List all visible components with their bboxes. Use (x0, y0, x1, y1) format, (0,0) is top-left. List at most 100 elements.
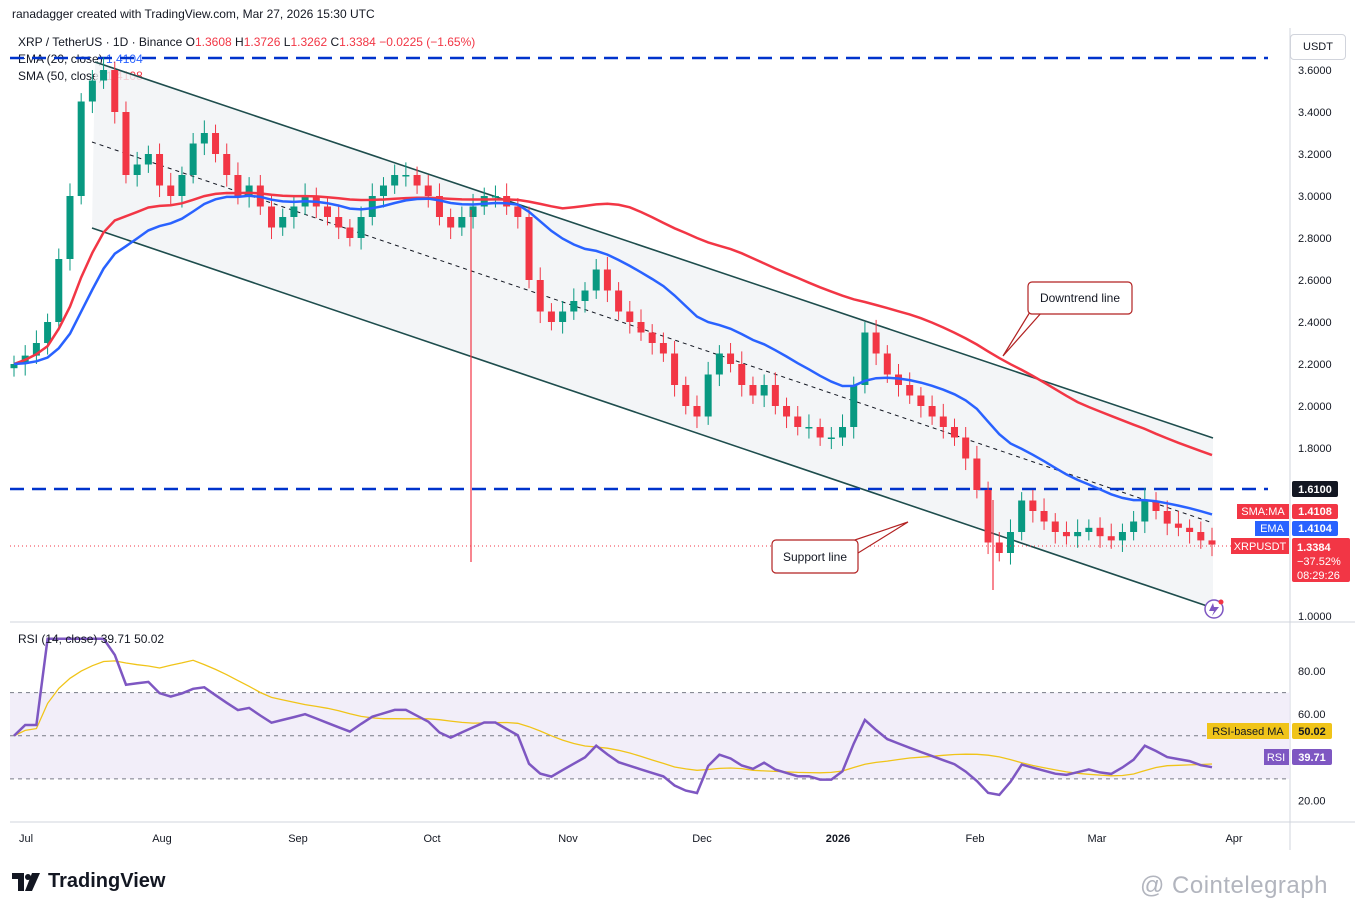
candle (783, 406, 791, 417)
candle (1029, 500, 1037, 511)
close-value: 1.3384 (339, 35, 376, 49)
candle (424, 185, 432, 196)
candle (223, 154, 231, 175)
price-tick-2.8000: 2.8000 (1298, 233, 1332, 245)
price-tick-1.0000: 1.0000 (1298, 611, 1332, 623)
candle (536, 280, 544, 312)
time-label-aug: Aug (152, 833, 172, 845)
symbol-tag-text: XRPUSDT (1234, 541, 1287, 553)
candle (1018, 500, 1026, 532)
time-label-mar: Mar (1088, 833, 1107, 845)
candle (816, 427, 824, 438)
time-label-apr: Apr (1225, 833, 1242, 845)
downtrend-line[interactable] (94, 61, 1214, 439)
candle (648, 332, 656, 343)
rsi-ma-tag-text: RSI-based MA (1212, 726, 1284, 738)
candle (850, 385, 858, 427)
candle (637, 322, 645, 333)
rsi-ma-tag (1207, 723, 1289, 739)
candle (1096, 527, 1104, 537)
price-tick-1.8000: 1.8000 (1298, 443, 1332, 455)
price-tick-2.4000: 2.4000 (1298, 317, 1332, 329)
candle (1006, 532, 1014, 553)
candle (32, 343, 40, 356)
candle (469, 206, 477, 217)
candle (402, 175, 410, 177)
sma-label: SMA (50, close) (18, 69, 103, 83)
candle (839, 427, 847, 438)
candle (984, 490, 992, 543)
downtrend-callout-box[interactable] (1027, 281, 1133, 315)
ema-value-tag (1292, 521, 1338, 536)
price-tick-3.0000: 3.0000 (1298, 191, 1332, 203)
candle (917, 395, 925, 406)
rsi-label: RSI (14, close) (18, 632, 98, 646)
tradingview-logo[interactable]: TradingView (12, 870, 165, 893)
rsi-ma-line[interactable] (13, 659, 1213, 777)
price-tick-3.6000: 3.6000 (1298, 65, 1332, 77)
symbol-tag (1231, 538, 1289, 554)
rsi-tick-60.00: 60.00 (1298, 709, 1326, 721)
candle (615, 290, 623, 312)
candle (368, 196, 376, 217)
candle (100, 70, 108, 81)
last-price-tag (1292, 538, 1350, 582)
support-line[interactable] (91, 227, 1214, 609)
candle (928, 406, 936, 417)
candle (749, 385, 757, 396)
last-price-text: 1.3384 (1297, 542, 1332, 554)
currency-selector[interactable]: USDT (1290, 34, 1346, 60)
chart-attribution: ranadagger created with TradingView.com,… (12, 7, 375, 21)
candle (212, 133, 220, 154)
downtrend-callout-label: Downtrend line (1040, 291, 1120, 305)
candle (962, 437, 970, 459)
candle (1040, 511, 1048, 522)
rsi-ma-value: 50.02 (134, 632, 165, 646)
symbol-name[interactable]: XRP / TetherUS · 1D · Binance (18, 35, 183, 49)
support-callout-label: Support line (783, 550, 847, 564)
candle (144, 154, 152, 165)
candle (1152, 500, 1160, 511)
candle (794, 416, 802, 427)
rsi-line[interactable] (13, 637, 1213, 797)
candle (603, 269, 611, 291)
price-tick-2.0000: 2.0000 (1298, 401, 1332, 413)
candle (413, 175, 421, 186)
candle (458, 217, 466, 228)
candle (447, 217, 455, 228)
candle (1118, 532, 1126, 541)
rsi-tick-80.00: 80.00 (1298, 666, 1326, 678)
candle (592, 269, 600, 291)
candle (323, 206, 331, 217)
candle (234, 175, 242, 196)
candle (671, 353, 679, 385)
close-label: C (330, 35, 340, 49)
candle (111, 70, 119, 112)
rsi-value-text: 39.71 (1298, 752, 1326, 764)
candle (626, 311, 634, 322)
rsi-legend[interactable]: RSI (14, close) 39.71 50.02 (18, 632, 164, 646)
support-callout-box[interactable] (771, 539, 859, 574)
ema-20-line[interactable] (13, 194, 1213, 516)
candle (10, 364, 18, 369)
change-value: −0.0225 (−1.65%) (379, 35, 476, 49)
price-tick-2.2000: 2.2000 (1298, 359, 1332, 371)
rsi-value: 39.71 (100, 632, 131, 646)
candle (906, 385, 914, 396)
countdown-text: 08:29:26 (1297, 570, 1340, 582)
symbol-legend: XRP / TetherUS · 1D · Binance O1.3608 H1… (18, 35, 475, 49)
candle (1186, 527, 1194, 532)
candle (1163, 511, 1171, 524)
candle (1197, 532, 1205, 541)
time-label-dec: Dec (692, 833, 712, 845)
candle (491, 196, 499, 198)
resistance-tag-text: 1.6100 (1298, 484, 1332, 496)
last-change-text: −37.52% (1297, 556, 1341, 568)
candle (279, 217, 287, 228)
candle (693, 406, 701, 417)
sma-50-line[interactable] (13, 191, 1213, 457)
candle (547, 311, 555, 322)
price-tick-3.4000: 3.4000 (1298, 107, 1332, 119)
candle (559, 311, 567, 322)
